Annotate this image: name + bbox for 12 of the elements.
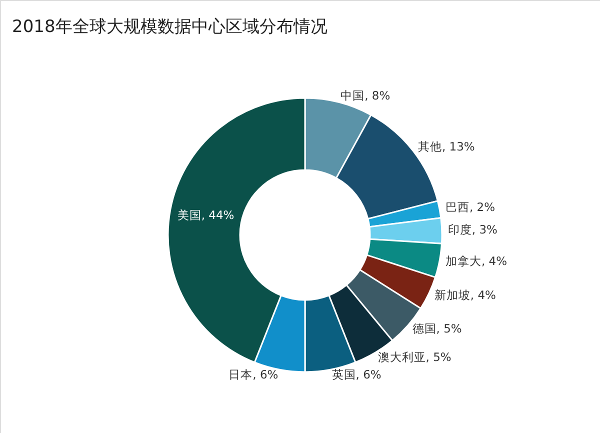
slice-label: 澳大利亚, 5% [378, 350, 452, 364]
slice-label: 美国, 44% [177, 208, 234, 222]
chart-title: 2018年全球大规模数据中心区域分布情况 [12, 17, 328, 37]
slice-label: 中国, 8% [340, 88, 390, 102]
slice-label: 英国, 6% [332, 367, 382, 382]
slice-label: 其他, 13% [418, 139, 475, 154]
slice-label: 德国, 5% [412, 322, 462, 336]
slice-label: 日本, 6% [228, 367, 278, 382]
slice-label: 新加坡, 4% [434, 288, 496, 302]
slice-label: 加拿大, 4% [445, 254, 508, 268]
slice-label: 印度, 3% [448, 222, 498, 237]
slice-label: 巴西, 2% [445, 200, 496, 214]
